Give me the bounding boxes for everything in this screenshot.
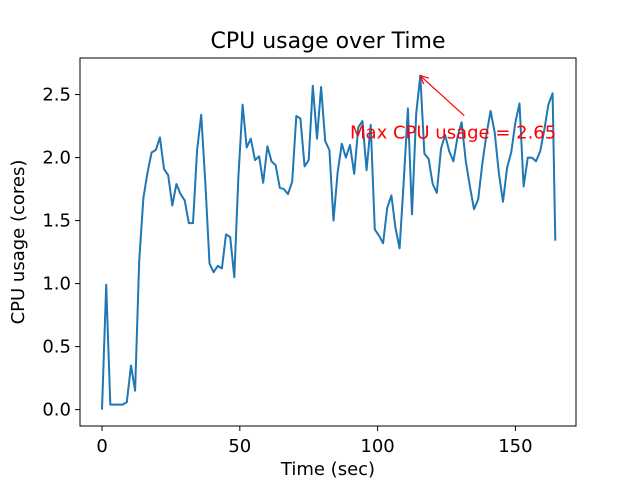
series-line-cpu <box>101 74 557 410</box>
y-tick-label: 1.0 <box>42 274 71 295</box>
annotation-label: Max CPU usage = 2.65 <box>350 123 556 144</box>
annotation-arrow <box>420 76 465 117</box>
plot-frame <box>79 57 577 427</box>
x-axis-label: Time (sec) <box>280 459 375 480</box>
x-tick-label: 50 <box>228 436 251 457</box>
y-axis: 0.0 0.5 1.0 1.5 2.0 2.5 <box>42 85 80 421</box>
x-tick-label: 100 <box>360 436 394 457</box>
x-tick-label: 0 <box>96 436 107 457</box>
y-tick-label: 2.0 <box>42 148 71 169</box>
x-tick-label: 150 <box>498 436 532 457</box>
y-tick-label: 2.5 <box>42 85 71 106</box>
y-tick-label: 0.5 <box>42 337 71 358</box>
y-tick-label: 0.0 <box>42 400 71 421</box>
y-axis-label: CPU usage (cores) <box>8 160 29 325</box>
y-tick-label: 1.5 <box>42 211 71 232</box>
x-axis: 0 50 100 150 <box>96 426 533 457</box>
chart-title: CPU usage over Time <box>211 29 446 54</box>
annotation-arrowhead <box>419 74 430 85</box>
